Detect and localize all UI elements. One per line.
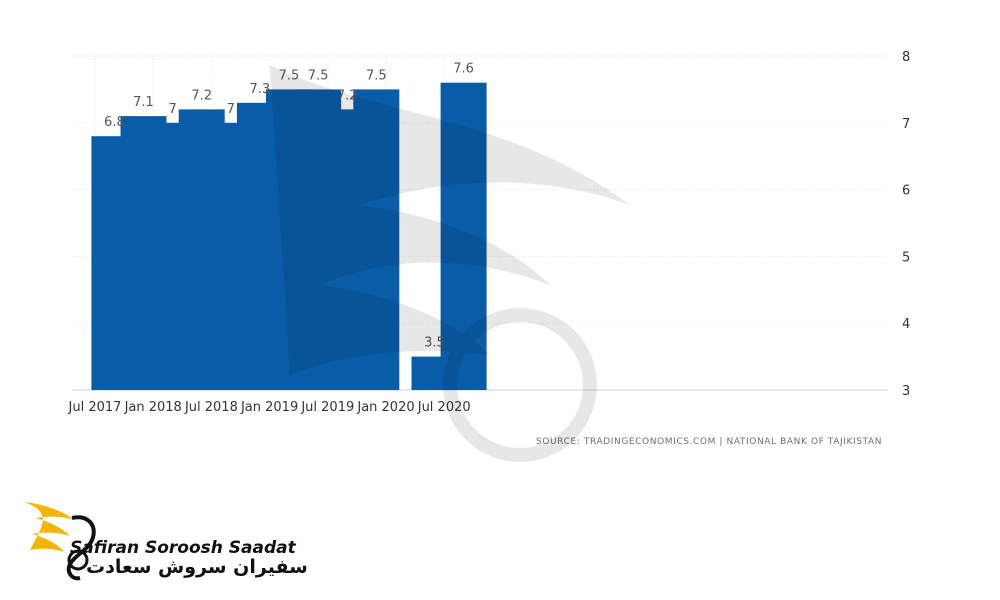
y-tick-label: 4 <box>902 317 910 332</box>
brand-logo <box>24 502 96 581</box>
bar-value-label: 3.5 <box>424 336 445 351</box>
y-axis-ticks: 3 4 5 6 7 8 <box>902 50 910 399</box>
x-tick-label: Jul 2019 <box>300 400 354 415</box>
bar-value-label: 7.3 <box>250 82 271 97</box>
source-note: SOURCE: TRADINGECONOMICS.COM | NATIONAL … <box>536 437 883 447</box>
bar-value-label: 7.1 <box>133 95 154 110</box>
y-tick-label: 5 <box>902 250 910 265</box>
bar-value-label: 6.8 <box>104 115 125 130</box>
bar <box>440 82 487 390</box>
bar-value-label: 7.2 <box>337 88 358 103</box>
bar-value-label: 7.5 <box>366 68 387 83</box>
x-tick-label: Jan 2020 <box>356 400 414 415</box>
y-tick-label: 6 <box>902 184 910 199</box>
x-axis-ticks: Jul 2017 Jan 2018 Jul 2018 Jan 2019 Jul 2019… <box>68 400 471 415</box>
y-tick-label: 7 <box>902 117 910 132</box>
y-tick-label: 8 <box>902 50 910 65</box>
bar-value-label: 7 <box>227 102 235 117</box>
brand-name-en: Safiran Soroosh Saadat <box>70 538 296 558</box>
bar-chart: 6.87.1 77.277.37.5 7.57.27.53.57.6 345678 … <box>68 50 911 415</box>
brand-name-fa: سفیران سروش سعادت <box>86 556 308 578</box>
bars <box>91 82 487 391</box>
bar-value-label: 7.5 <box>279 68 300 83</box>
x-tick-label: Jul 2018 <box>184 400 238 415</box>
x-tick-label: Jul 2017 <box>68 400 122 415</box>
x-tick-label: Jul 2020 <box>417 400 471 415</box>
bar-value-label: 7.6 <box>453 62 474 77</box>
y-tick-label: 3 <box>902 384 910 399</box>
bar <box>353 89 400 391</box>
bar-value-label: 7 <box>168 102 176 117</box>
x-tick-label: Jan 2019 <box>240 400 298 415</box>
bar-value-label: 7.5 <box>308 68 329 83</box>
bar-value-label: 7.2 <box>191 88 212 103</box>
value-labels: 6.8 7.1 7 7.2 7 7.3 7.5 7.5 7.2 7.5 3.5 7.6 <box>104 62 474 351</box>
x-tick-label: Jan 2018 <box>124 400 182 415</box>
